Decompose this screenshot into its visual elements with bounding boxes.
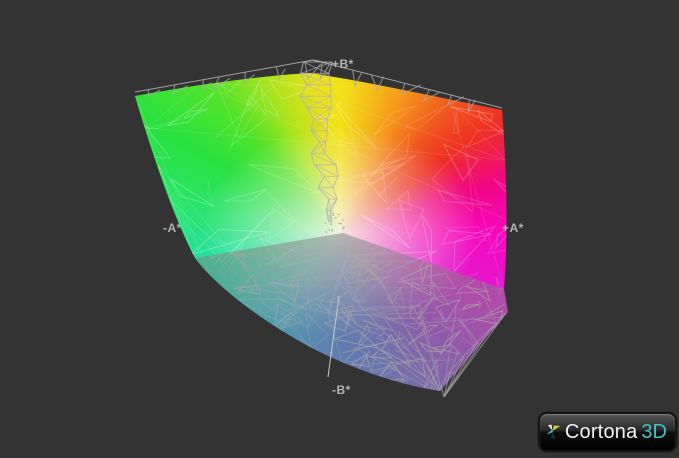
cortona3d-logo-button[interactable]: Cortona 3D bbox=[538, 412, 677, 452]
cortona3d-star-icon bbox=[546, 424, 561, 440]
logo-suffix: 3D bbox=[641, 420, 667, 443]
axis-label-minus-b: -B* bbox=[332, 383, 351, 397]
logo-text: Cortona bbox=[564, 420, 638, 443]
axis-label-plus-b: +B* bbox=[332, 57, 354, 71]
minus-b-axis-line bbox=[327, 295, 340, 378]
top-boundary-mesh bbox=[134, 59, 503, 113]
plus-b-axis-tick bbox=[312, 59, 328, 64]
bottom-right-wireframe-fan bbox=[440, 312, 507, 398]
axis-label-plus-a: +A* bbox=[502, 221, 524, 235]
neutral-axis-mesh-column bbox=[299, 61, 346, 239]
axis-label-minus-a: -A* bbox=[163, 221, 182, 235]
